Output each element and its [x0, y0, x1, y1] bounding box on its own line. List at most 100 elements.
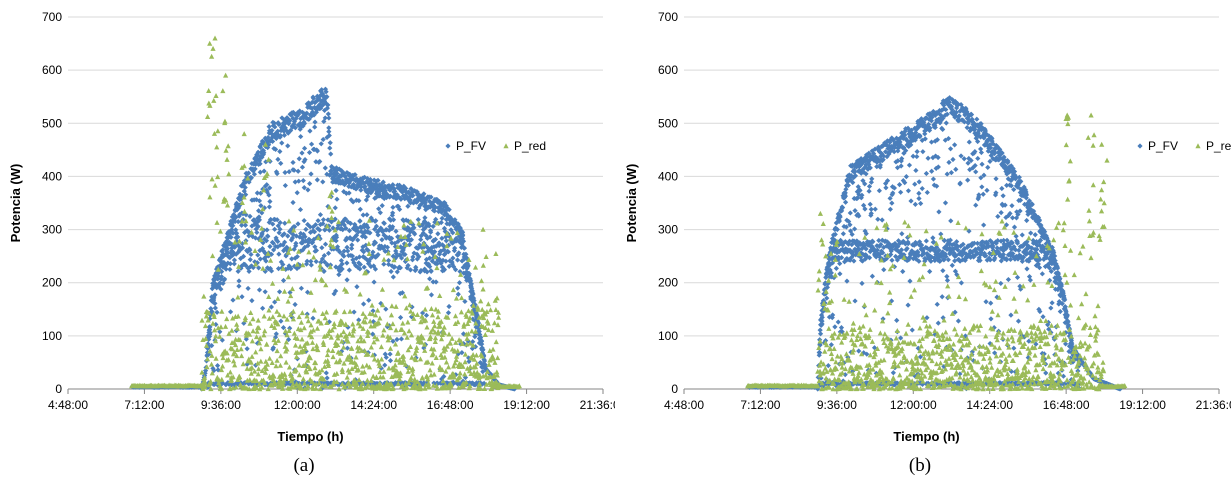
- data-point: [448, 235, 454, 241]
- data-point: [355, 366, 362, 372]
- data-point: [1002, 202, 1008, 208]
- data-point: [399, 382, 405, 388]
- data-point: [256, 236, 262, 242]
- data-point: [444, 343, 450, 349]
- data-point: [887, 206, 893, 212]
- data-point: [253, 196, 259, 203]
- data-point: [256, 217, 263, 223]
- data-point: [916, 118, 923, 124]
- data-point: [902, 132, 908, 138]
- data-point: [377, 369, 383, 375]
- data-point: [467, 315, 473, 321]
- data-point: [423, 382, 429, 388]
- data-point: [483, 254, 489, 260]
- data-point: [313, 99, 319, 105]
- data-point: [317, 212, 324, 218]
- data-point: [900, 177, 906, 184]
- data-point: [466, 270, 472, 277]
- data-point: [448, 382, 454, 388]
- data-point: [393, 303, 399, 309]
- data-point: [227, 261, 233, 267]
- data-point: [321, 268, 327, 275]
- data-point: [483, 381, 490, 387]
- data-point: [439, 367, 445, 373]
- data-point: [444, 211, 450, 217]
- data-point: [325, 347, 331, 353]
- data-point: [1007, 250, 1014, 256]
- data-point: [299, 150, 305, 156]
- data-point: [923, 115, 929, 121]
- data-point: [452, 245, 458, 251]
- data-point: [452, 360, 458, 366]
- data-point: [905, 241, 911, 247]
- data-point: [213, 92, 219, 98]
- data-point: [458, 271, 464, 277]
- data-point: [326, 204, 332, 210]
- data-point: [235, 294, 241, 300]
- data-point: [901, 145, 907, 151]
- data-point: [322, 115, 328, 121]
- data-point: [203, 313, 209, 319]
- data-point: [323, 101, 330, 107]
- data-point: [258, 346, 264, 352]
- data-point: [326, 129, 332, 135]
- data-point: [1005, 176, 1011, 182]
- data-point: [896, 144, 903, 150]
- data-point: [909, 249, 915, 255]
- data-point: [214, 285, 220, 291]
- data-point: [291, 330, 298, 336]
- data-point: [424, 235, 431, 241]
- data-point: [295, 168, 301, 174]
- data-point: [486, 361, 492, 367]
- data-point: [304, 110, 310, 116]
- data-point: [938, 231, 944, 237]
- data-point: [315, 235, 321, 241]
- data-point: [269, 280, 276, 286]
- data-point: [928, 139, 935, 145]
- data-point: [473, 320, 479, 326]
- data-point: [215, 270, 221, 276]
- data-point: [450, 255, 456, 261]
- data-point: [355, 265, 361, 271]
- data-point: [297, 206, 304, 213]
- data-point: [983, 245, 989, 251]
- data-point: [408, 218, 414, 224]
- data-point: [232, 239, 238, 245]
- data-point: [347, 235, 353, 241]
- data-point: [271, 373, 277, 379]
- data-point: [435, 205, 441, 211]
- data-point: [274, 217, 280, 223]
- data-point: [335, 265, 342, 272]
- data-point: [347, 171, 353, 177]
- data-point: [374, 336, 380, 342]
- data-point: [270, 345, 276, 351]
- data-point: [365, 224, 371, 231]
- data-point: [442, 354, 448, 360]
- data-point: [473, 310, 479, 316]
- y-tick-label: 600: [42, 63, 62, 77]
- data-point: [324, 134, 330, 141]
- data-point: [979, 184, 985, 190]
- data-point: [480, 286, 486, 292]
- data-point: [261, 187, 267, 193]
- data-point: [375, 307, 381, 313]
- data-point: [388, 268, 394, 275]
- data-point: [1002, 242, 1008, 248]
- data-point: [416, 205, 422, 211]
- data-point: [347, 383, 353, 389]
- data-point: [288, 266, 294, 272]
- data-point: [1014, 274, 1021, 280]
- data-point: [863, 231, 869, 237]
- data-point: [293, 240, 299, 247]
- data-point: [376, 360, 382, 366]
- data-point: [956, 251, 962, 257]
- x-tick-label: 12:00:00: [890, 398, 937, 412]
- data-point: [953, 105, 960, 111]
- data-point: [364, 257, 370, 263]
- data-point: [835, 319, 841, 325]
- data-point: [236, 238, 243, 244]
- data-point: [981, 172, 987, 178]
- data-point: [211, 367, 217, 374]
- data-point: [333, 187, 339, 194]
- data-point: [213, 333, 219, 339]
